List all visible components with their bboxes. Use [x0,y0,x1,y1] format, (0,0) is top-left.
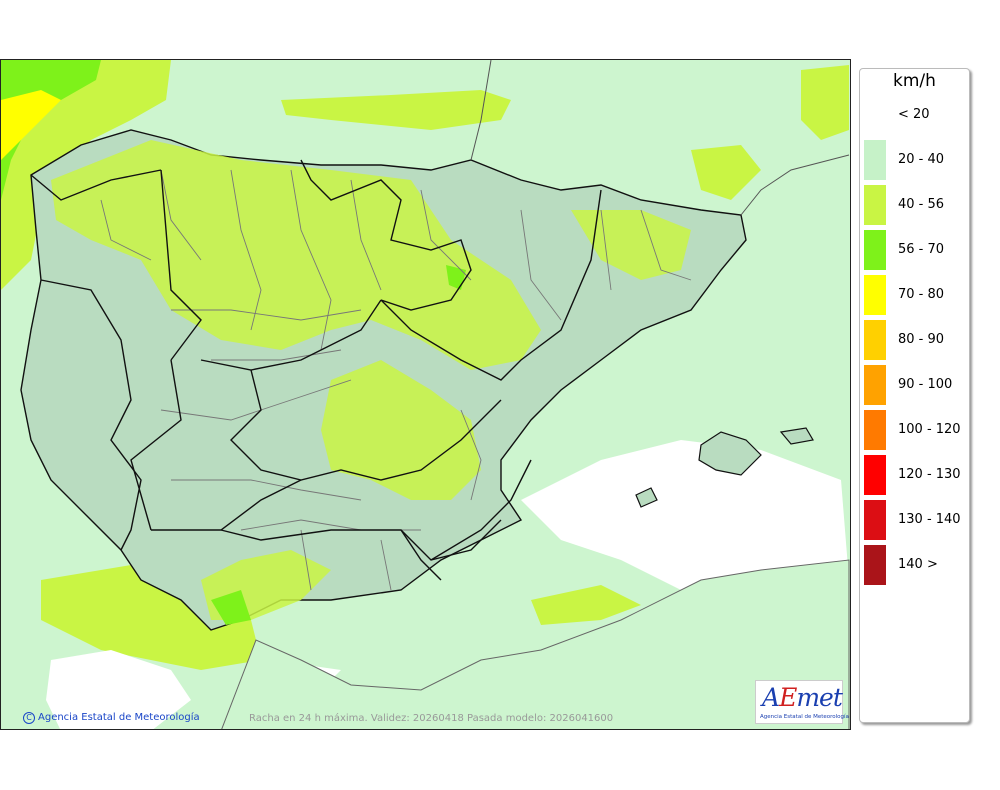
wind-gust-map [1,60,850,729]
north-africa-land [221,559,850,729]
legend-row: 90 - 100 [864,365,969,405]
legend-swatch [864,410,886,450]
mallorca [698,431,762,476]
aemet-logo-text: AEmet [762,683,843,712]
legend-row: 130 - 140 [864,500,969,540]
atlantic-yellow-band [1,90,61,160]
legend-swatch [864,455,886,495]
validity-text: Racha en 24 h máxima. Validez: 20260418 … [249,713,614,724]
legend-label: < 20 [898,107,930,122]
legend-row: < 20 [864,95,969,135]
catalonia-wind-zone [571,210,691,280]
copyright-text: Agencia Estatal de Meteorología [38,712,200,723]
legend-swatch [864,320,886,360]
strait-strong-zone [211,590,251,625]
legend-row: 70 - 80 [864,275,969,315]
legend-swatch [864,185,886,225]
legend-row: 140 > [864,545,969,585]
legend-swatch [864,365,886,405]
legend-row: 80 - 90 [864,320,969,360]
legend-label: 100 - 120 [898,422,961,437]
france-wind-band [801,65,849,140]
legend-swatch [864,545,886,585]
france-coastline [470,60,850,216]
region-borders [30,159,602,581]
copyright-icon: C [23,712,35,724]
legend-label: 40 - 56 [898,197,945,212]
la-mancha-wind-zone [321,360,481,500]
legend-label: 56 - 70 [898,242,945,257]
legend-swatch [864,275,886,315]
legend-row: 20 - 40 [864,140,969,180]
legend-unit: km/h [893,71,936,91]
copyright-notice: C Agencia Estatal de Meteorología [23,712,200,724]
legend-label: 80 - 90 [898,332,945,347]
legend-swatch [864,500,886,540]
legend-label: 120 - 130 [898,467,961,482]
legend-label: 70 - 80 [898,287,945,302]
legend-swatch [864,140,886,180]
portugal-border [40,279,142,551]
alboran-band [531,585,641,625]
legend-label: 130 - 140 [898,512,961,527]
ibiza [635,487,658,508]
aemet-logo: AEmet Agencia Estatal de Meteorología [755,680,849,724]
legend-swatch [864,230,886,270]
province-lines [100,169,692,591]
map-frame: C Agencia Estatal de Meteorología Racha e… [0,59,851,730]
calm-area-morocco [46,650,191,729]
wind-legend: km/h < 20 20 - 40 40 - 56 56 - 70 70 - 80 80 … [859,68,970,723]
legend-label: 90 - 100 [898,377,953,392]
legend-row: 120 - 130 [864,455,969,495]
legend-label: 20 - 40 [898,152,945,167]
menorca [779,427,814,445]
legend-label: 140 > [898,557,938,572]
north-plateau-wind-zone [51,140,541,370]
gulf-lion-band [691,145,761,200]
legend-row: 100 - 120 [864,410,969,450]
legend-row: 56 - 70 [864,230,969,270]
legend-row: 40 - 56 [864,185,969,225]
biscay-wind-band [281,90,511,130]
aemet-logo-subtitle: Agencia Estatal de Meteorología [760,714,849,720]
